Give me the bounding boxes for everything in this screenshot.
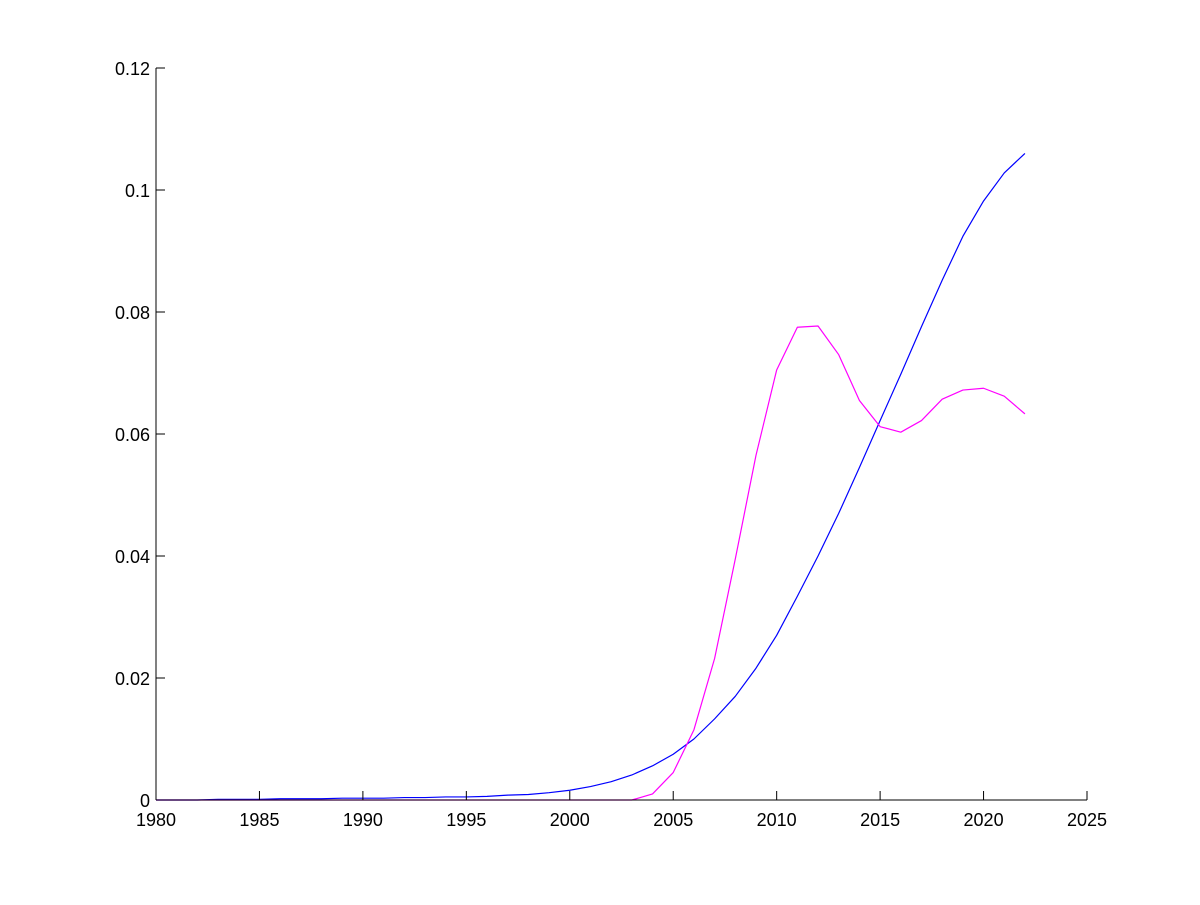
series-layer: [156, 152, 1026, 801]
y-tick-label: 0: [140, 791, 150, 811]
x-tick-label: 2015: [860, 810, 900, 830]
x-tick-label: 2020: [964, 810, 1004, 830]
y-tick-label: 0.1: [125, 181, 150, 201]
x-tick-label: 2025: [1067, 810, 1107, 830]
x-tick-label: 1990: [343, 810, 383, 830]
x-tick-label: 2005: [653, 810, 693, 830]
series-line-1: [156, 152, 1026, 801]
x-tick-label: 2000: [550, 810, 590, 830]
x-tick-label: 1995: [446, 810, 486, 830]
x-tick-label: 1980: [136, 810, 176, 830]
x-tick-label: 1985: [239, 810, 279, 830]
x-tick-label: 2010: [757, 810, 797, 830]
axes-layer: 1980 1985 1990 1995 2000 2005 2010 2015 2020 2025…: [115, 59, 1107, 830]
y-tick-label: 0.08: [115, 303, 150, 323]
y-tick-label: 0.04: [115, 547, 150, 567]
y-tick-label: 0.12: [115, 59, 150, 79]
y-tick-label: 0.06: [115, 425, 150, 445]
y-tick-label: 0.02: [115, 669, 150, 689]
series-line-2: [156, 325, 1026, 801]
